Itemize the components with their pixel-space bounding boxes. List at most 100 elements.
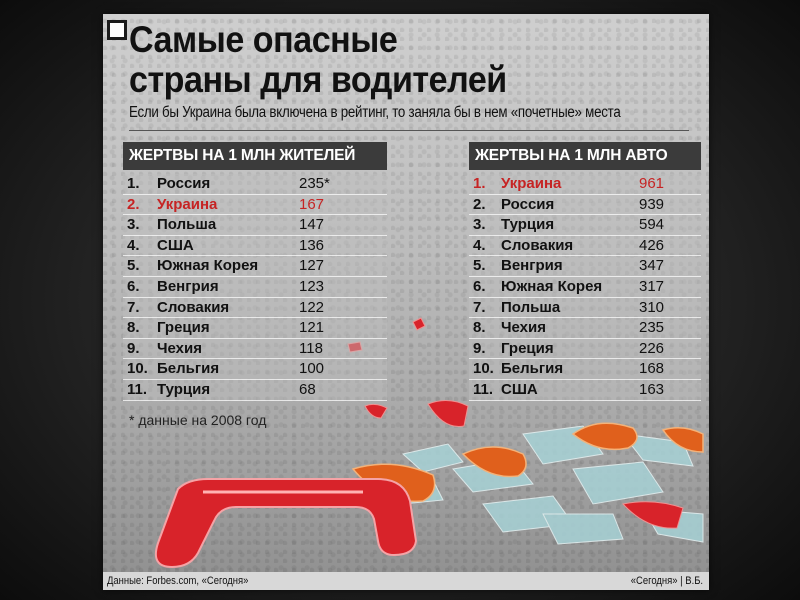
rank-cell: 11. <box>473 380 494 398</box>
rank-cell: 4. <box>127 236 140 254</box>
value-cell: 939 <box>639 195 665 213</box>
value-cell: 127 <box>299 257 325 275</box>
value-cell: 122 <box>299 298 325 316</box>
value-cell: 136 <box>299 236 325 254</box>
country-cell: Бельгия <box>157 360 220 378</box>
table-row: 2. Украина 167 <box>123 194 387 216</box>
rank-cell: 2. <box>473 195 486 213</box>
rank-cell: 5. <box>473 257 486 275</box>
header-marker-icon <box>107 20 127 40</box>
table-row: 3. Турция 594 <box>469 215 701 236</box>
country-cell: США <box>501 380 538 398</box>
rank-cell: 9. <box>473 339 486 357</box>
value-cell: 168 <box>639 360 665 378</box>
rank-cell: 3. <box>127 216 140 234</box>
divider <box>129 130 689 131</box>
page-title: Самые опасные страны для водителей <box>129 20 644 100</box>
country-cell: Словакия <box>501 236 574 254</box>
table-row: 6. Южная Корея 317 <box>469 276 701 298</box>
source-credit: Данные: Forbes.com, «Сегодня» <box>107 575 249 587</box>
value-cell: 147 <box>299 216 325 234</box>
value-cell: 426 <box>639 236 665 254</box>
value-cell: 118 <box>299 339 323 357</box>
rank-cell: 9. <box>127 339 140 357</box>
country-cell: США <box>157 236 194 254</box>
table-row: 5. Южная Корея 127 <box>123 256 387 277</box>
value-cell: 100 <box>299 360 325 378</box>
value-cell: 235* <box>299 175 330 192</box>
value-cell: 961 <box>639 175 665 192</box>
footnote: * данные на 2008 год <box>129 412 267 428</box>
value-cell: 123 <box>299 277 325 295</box>
country-cell: Турция <box>157 380 211 398</box>
country-cell: Венгрия <box>157 277 219 295</box>
country-cell: Россия <box>157 175 211 192</box>
country-cell: Россия <box>501 195 555 213</box>
value-cell: 594 <box>639 216 665 234</box>
table-row: 4. Словакия 426 <box>469 235 701 257</box>
rank-cell: 1. <box>127 175 140 192</box>
rank-cell: 5. <box>127 257 140 275</box>
value-cell: 226 <box>639 339 665 357</box>
rank-cell: 6. <box>127 277 140 295</box>
country-cell: Польша <box>157 216 217 234</box>
author-credit: «Сегодня» | В.Б. <box>630 575 703 587</box>
title-line-1: Самые опасные <box>129 19 398 60</box>
table-row: 7. Словакия 122 <box>123 297 387 319</box>
table-per-million-cars: ЖЕРТВЫ НА 1 МЛН АВТО 1. Украина 961 2. Росси… <box>469 142 701 401</box>
country-cell: Венгрия <box>501 257 563 275</box>
table-row: 3. Польша 147 <box>123 215 387 236</box>
country-cell: Польша <box>501 298 561 316</box>
table-header: ЖЕРТВЫ НА 1 МЛН АВТО <box>469 142 701 170</box>
title-line-2: страны для водителей <box>129 59 507 100</box>
table-row: 8. Греция 121 <box>123 318 387 339</box>
value-cell: 317 <box>639 277 665 295</box>
table-row: 8. Чехия 235 <box>469 318 701 339</box>
rank-cell: 4. <box>473 236 486 254</box>
value-cell: 163 <box>639 380 665 398</box>
country-cell: Греция <box>501 339 554 357</box>
footer-bar <box>103 572 709 590</box>
rank-cell: 6. <box>473 277 486 295</box>
rank-cell: 7. <box>473 298 486 316</box>
country-cell: Словакия <box>157 298 230 316</box>
table-row: 5. Венгрия 347 <box>469 256 701 277</box>
value-cell: 310 <box>639 298 665 316</box>
table-row: 2. Россия 939 <box>469 194 701 216</box>
subtitle: Если бы Украина была включена в рейтинг,… <box>129 104 621 121</box>
table-row: 10. Бельгия 168 <box>469 359 701 380</box>
rank-cell: 8. <box>127 319 140 337</box>
country-cell: Чехия <box>501 319 546 337</box>
rank-cell: 11. <box>127 380 148 398</box>
table-row: 10. Бельгия 100 <box>123 359 387 380</box>
table-row: 1. Россия 235* <box>123 174 387 195</box>
country-cell: Южная Корея <box>501 277 603 295</box>
table-row: 7. Польша 310 <box>469 297 701 319</box>
country-cell: Южная Корея <box>157 257 259 275</box>
table-row: 4. США 136 <box>123 235 387 257</box>
country-cell: Украина <box>501 175 562 192</box>
value-cell: 121 <box>299 319 325 337</box>
value-cell: 347 <box>639 257 665 275</box>
country-cell: Украина <box>157 195 218 213</box>
table-row: 11. США 163 <box>469 379 701 401</box>
rank-cell: 10. <box>127 360 148 378</box>
rank-cell: 2. <box>127 195 140 213</box>
table-row: 6. Венгрия 123 <box>123 276 387 298</box>
rank-cell: 10. <box>473 360 494 378</box>
rank-cell: 8. <box>473 319 486 337</box>
infographic-poster: Самые опасные страны для водителей Если … <box>103 14 709 590</box>
table-row: 1. Украина 961 <box>469 174 701 195</box>
table-header: ЖЕРТВЫ НА 1 МЛН ЖИТЕЛЕЙ <box>123 142 387 170</box>
country-cell: Чехия <box>157 339 202 357</box>
country-cell: Турция <box>501 216 555 234</box>
table-row: 9. Чехия 118 <box>123 338 387 360</box>
country-cell: Бельгия <box>501 360 564 378</box>
table-row: 9. Греция 226 <box>469 338 701 360</box>
table-per-million-residents: ЖЕРТВЫ НА 1 МЛН ЖИТЕЛЕЙ 1. Россия 235* 2. Ук… <box>123 142 387 401</box>
red-reflector <box>154 478 418 569</box>
value-cell: 235 <box>639 319 665 337</box>
value-cell: 167 <box>299 195 325 213</box>
table-row: 11. Турция 68 <box>123 379 387 401</box>
country-cell: Греция <box>157 319 210 337</box>
